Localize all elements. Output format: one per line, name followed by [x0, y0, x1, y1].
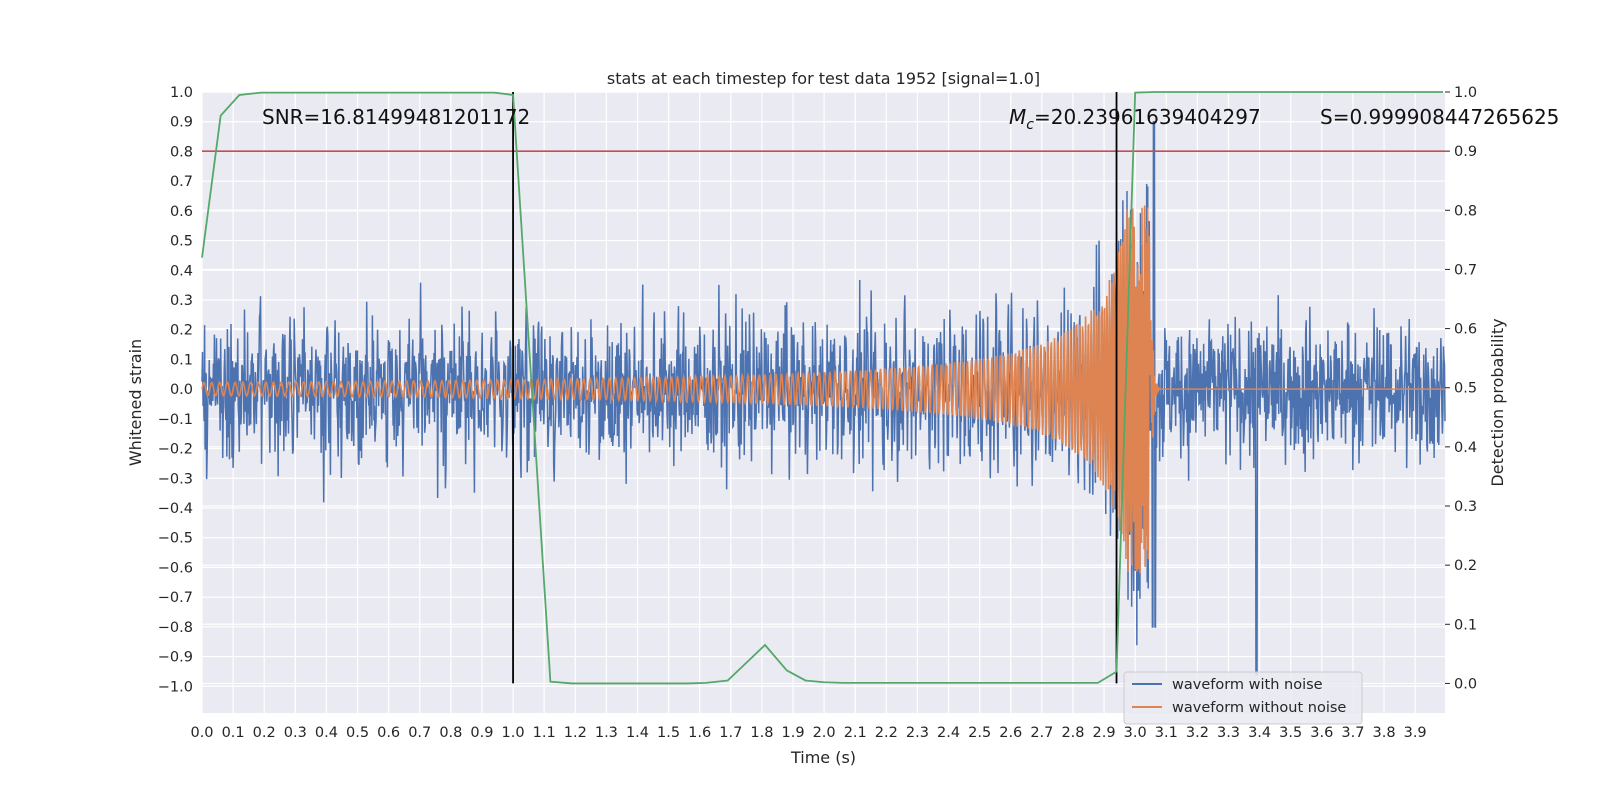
x-tick-label: 3.7	[1341, 725, 1364, 741]
legend-box	[1123, 671, 1363, 725]
x-tick-labels: 0.0 0.1 0.2 0.3 0.4 0.5 0.6 0.7 0.8 0.9 1.0 1.1 1.2 1…	[190, 725, 1426, 741]
y2-tick-label: 0.6	[1454, 322, 1477, 338]
y2-axis-label: Detection probability	[1488, 318, 1507, 486]
annotation-snr: SNR=16.81499481201172	[262, 105, 530, 129]
x-tick-label: 1.2	[564, 725, 587, 741]
y2-tick-label: 0.0	[1454, 676, 1477, 692]
y2-tick-label: 0.9	[1454, 144, 1477, 160]
x-tick-label: 2.1	[844, 725, 867, 741]
x-tick-label: 2.5	[968, 725, 991, 741]
series-detection-probability	[201, 91, 1444, 685]
y2-tick-label: 0.1	[1454, 617, 1477, 633]
y2-tick-label: 1.0	[1454, 85, 1477, 101]
y2-tick-label: 0.8	[1454, 203, 1477, 219]
x-tick-label: 3.5	[1279, 725, 1302, 741]
y-tick-label: 0.1	[170, 352, 193, 368]
x-tick-label: 3.3	[1217, 725, 1240, 741]
x-tick-label: 3.2	[1186, 725, 1209, 741]
x-tick-label: 3.4	[1248, 725, 1271, 741]
x-tick-label: 1.9	[781, 725, 804, 741]
x-tick-label: 1.3	[595, 725, 618, 741]
x-tick-label: 2.3	[906, 725, 929, 741]
x-tick-label: 0.2	[253, 725, 276, 741]
x-tick-label: 2.6	[999, 725, 1022, 741]
x-tick-label: 3.8	[1373, 725, 1396, 741]
probability-line	[201, 91, 1444, 685]
annotation-mc-sub: c	[1026, 117, 1034, 133]
legend-label-noise: waveform with noise	[1172, 677, 1323, 693]
y2-tick-label: 0.7	[1454, 262, 1477, 278]
vertical-markers	[512, 92, 1118, 684]
x-tick-label: 0.8	[439, 725, 462, 741]
x-tick-label: 2.4	[937, 725, 960, 741]
y-tick-label: −0.3	[158, 471, 193, 487]
x-tick-label: 2.2	[875, 725, 898, 741]
noise-waveform-line	[201, 120, 1446, 676]
annotation-s: S=0.999908447265625	[1320, 105, 1559, 129]
y-axis-label: Whitened strain	[126, 339, 145, 466]
x-tick-label: 0.1	[222, 725, 245, 741]
y-tick-label: 0.2	[170, 323, 193, 339]
x-tick-label: 0.9	[470, 725, 493, 741]
x-tick-label: 3.0	[1124, 725, 1147, 741]
x-tick-label: 0.6	[377, 725, 400, 741]
y-tick-label: −0.5	[158, 531, 193, 547]
y-tick-label: 0.5	[170, 234, 193, 250]
x-tick-label: 1.0	[502, 725, 525, 741]
x-tick-label: 2.9	[1093, 725, 1116, 741]
x-tick-label: 1.8	[750, 725, 773, 741]
y-tick-label: 0.4	[170, 263, 193, 279]
x-tick-label: 3.9	[1404, 725, 1427, 741]
x-tick-label: 1.5	[657, 725, 680, 741]
y-tick-label: −1.0	[158, 679, 193, 695]
legend-label-clean: waveform without noise	[1172, 700, 1346, 716]
x-tick-label: 2.0	[813, 725, 836, 741]
x-tick-label: 3.1	[1155, 725, 1178, 741]
annotation-mc-value: =20.23961639404297	[1034, 105, 1261, 129]
x-tick-label: 0.7	[408, 725, 431, 741]
x-tick-label: 0.4	[315, 725, 338, 741]
y2-tick-labels: 1.0 0.9 0.8 0.7 0.6 0.5 0.4 0.3 0.2 0.1 0.0	[1445, 85, 1477, 692]
y-tick-label: −0.4	[158, 501, 193, 517]
series-waveform-without-noise	[201, 205, 1445, 574]
y-tick-label: −0.2	[158, 442, 193, 458]
x-tick-label: 2.8	[1061, 725, 1084, 741]
annotation-mc: Mc=20.23961639404297	[1009, 105, 1261, 133]
legend: waveform with noise waveform without noi…	[1123, 671, 1363, 725]
x-tick-label: 1.6	[688, 725, 711, 741]
y-tick-label: 0.7	[170, 174, 193, 190]
x-tick-label: 3.6	[1310, 725, 1333, 741]
y2-tick-label: 0.5	[1454, 381, 1477, 397]
y2-tick-label: 0.3	[1454, 499, 1477, 515]
y-tick-label: −0.8	[158, 620, 193, 636]
x-tick-label: 1.7	[719, 725, 742, 741]
x-tick-label: 0.3	[284, 725, 307, 741]
chart-title: stats at each timestep for test data 195…	[607, 69, 1040, 88]
y-tick-label: −0.9	[158, 650, 193, 666]
clean-waveform-line	[201, 205, 1445, 574]
x-axis-label: Time (s)	[790, 748, 856, 767]
y-tick-label: 0.0	[170, 382, 193, 398]
y-tick-label: 0.9	[170, 115, 193, 131]
y2-tick-label: 0.2	[1454, 558, 1477, 574]
y-tick-label: 0.3	[170, 293, 193, 309]
series-waveform-with-noise	[201, 120, 1446, 676]
x-tick-label: 0.0	[190, 725, 213, 741]
y-tick-label: −0.7	[158, 590, 193, 606]
y-tick-label: 0.6	[170, 204, 193, 220]
x-tick-label: 1.1	[533, 725, 556, 741]
y-tick-label: 0.8	[170, 144, 193, 160]
y2-tick-label: 0.4	[1454, 440, 1477, 456]
x-tick-label: 2.7	[1030, 725, 1053, 741]
y-tick-labels: 1.0 0.9 0.8 0.7 0.6 0.5 0.4 0.3 0.2 0.1 0.0 −0.1 −0.…	[158, 85, 193, 695]
y-tick-label: −0.1	[158, 412, 193, 428]
x-tick-label: 0.5	[346, 725, 369, 741]
x-tick-label: 1.4	[626, 725, 649, 741]
annotation-mc-symbol: M	[1009, 105, 1026, 129]
y-tick-label: −0.6	[158, 560, 193, 576]
y-tick-label: 1.0	[170, 85, 193, 101]
